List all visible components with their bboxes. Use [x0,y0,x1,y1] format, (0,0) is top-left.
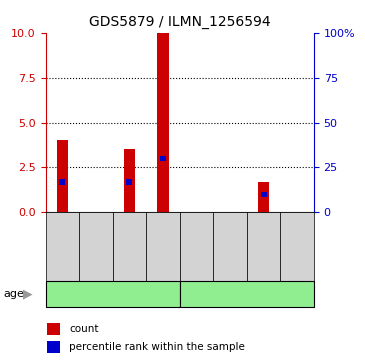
Text: GSM1847070: GSM1847070 [158,219,168,275]
Text: GSM1847065: GSM1847065 [259,219,268,275]
Text: GSM1847067: GSM1847067 [58,219,67,275]
Text: GSM1847066: GSM1847066 [293,219,301,275]
Text: GSM1847063: GSM1847063 [192,219,201,275]
Text: ▶: ▶ [23,287,32,301]
Text: GSM1847068: GSM1847068 [91,219,100,275]
Text: GSM1847064: GSM1847064 [226,219,235,275]
Text: GSM1847069: GSM1847069 [125,219,134,275]
Bar [59,179,65,184]
Text: middle age: middle age [215,289,278,299]
Bar [157,33,169,212]
Bar [126,179,132,184]
Text: percentile rank within the sample: percentile rank within the sample [69,342,245,352]
Bar [160,156,166,161]
Title: GDS5879 / ILMN_1256594: GDS5879 / ILMN_1256594 [89,15,270,29]
Bar [57,140,68,212]
Bar [124,150,135,212]
Text: young: young [95,289,130,299]
Bar [258,182,269,212]
Text: count: count [69,323,99,334]
Bar [261,192,266,197]
Text: age: age [4,289,24,299]
